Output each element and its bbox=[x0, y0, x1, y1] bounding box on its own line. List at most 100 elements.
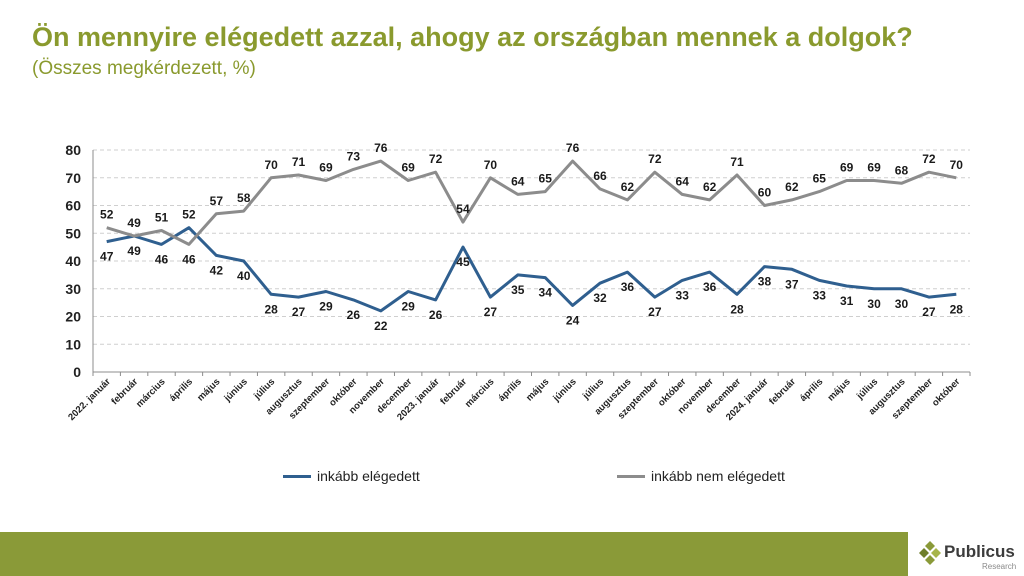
data-label-satisfied: 29 bbox=[401, 300, 415, 314]
data-label-satisfied: 26 bbox=[429, 308, 443, 322]
series-line-not-satisfied bbox=[106, 159, 957, 246]
data-label-not-satisfied: 62 bbox=[785, 180, 799, 194]
x-tick-label: 2022. január bbox=[66, 376, 113, 423]
logo-mark-icon bbox=[919, 541, 941, 565]
data-label-satisfied: 36 bbox=[621, 280, 635, 294]
x-tick-label: október bbox=[930, 376, 963, 409]
y-tick-label: 20 bbox=[65, 309, 81, 325]
data-label-satisfied: 30 bbox=[867, 297, 881, 311]
x-tick-label: március bbox=[134, 376, 168, 410]
data-label-not-satisfied: 69 bbox=[840, 161, 854, 175]
data-label-satisfied: 37 bbox=[785, 277, 799, 291]
x-tick-label: július bbox=[251, 376, 277, 402]
legend-label-not-satisfied: inkább nem elégedett bbox=[651, 468, 785, 484]
data-label-not-satisfied: 69 bbox=[867, 161, 881, 175]
legend-swatch-satisfied bbox=[283, 474, 311, 478]
data-label-not-satisfied: 62 bbox=[621, 180, 635, 194]
data-label-not-satisfied: 70 bbox=[950, 158, 964, 172]
data-label-satisfied: 32 bbox=[593, 291, 607, 305]
data-label-not-satisfied: 69 bbox=[319, 161, 333, 175]
data-label-satisfied: 29 bbox=[319, 300, 333, 314]
footer-bar bbox=[0, 532, 908, 576]
data-label-satisfied: 42 bbox=[210, 263, 224, 277]
data-label-satisfied: 36 bbox=[703, 280, 717, 294]
y-tick-label: 40 bbox=[65, 253, 81, 269]
data-label-not-satisfied: 65 bbox=[539, 172, 553, 186]
data-label-not-satisfied: 65 bbox=[813, 172, 827, 186]
data-label-satisfied: 27 bbox=[922, 305, 936, 319]
legend-label-satisfied: inkább elégedett bbox=[317, 468, 420, 484]
x-tick-label: május bbox=[195, 376, 222, 403]
chart-title: Ön mennyire elégedett azzal, ahogy az or… bbox=[32, 22, 913, 52]
data-label-satisfied: 28 bbox=[730, 302, 744, 316]
data-label-not-satisfied: 58 bbox=[237, 191, 251, 205]
publicus-logo: Publicus Research bbox=[918, 538, 1024, 574]
x-tick-label: június bbox=[550, 376, 578, 404]
data-label-not-satisfied: 76 bbox=[566, 141, 580, 155]
data-label-satisfied: 26 bbox=[347, 308, 361, 322]
legend-item-satisfied: inkább elégedett bbox=[283, 468, 420, 484]
x-tick-label: július bbox=[580, 376, 606, 402]
data-label-not-satisfied: 73 bbox=[347, 149, 361, 163]
logo-subtext: Research bbox=[982, 562, 1017, 571]
data-label-not-satisfied: 46 bbox=[182, 252, 196, 266]
y-tick-label: 60 bbox=[65, 198, 81, 214]
y-tick-label: 0 bbox=[73, 364, 81, 380]
data-label-not-satisfied: 60 bbox=[758, 186, 772, 200]
data-label-not-satisfied: 72 bbox=[648, 152, 662, 166]
data-label-satisfied: 40 bbox=[237, 269, 251, 283]
data-label-satisfied: 22 bbox=[374, 319, 388, 333]
x-tick-label: július bbox=[854, 376, 880, 402]
y-tick-label: 30 bbox=[65, 281, 81, 297]
chart-subtitle: (Összes megkérdezett, %) bbox=[32, 58, 256, 79]
data-label-not-satisfied: 69 bbox=[401, 161, 415, 175]
line-chart: 0 10 20 30 40 50 60 70 80 2022. január február márc… bbox=[65, 141, 971, 423]
data-label-satisfied: 38 bbox=[758, 275, 772, 289]
data-label-not-satisfied: 71 bbox=[730, 155, 744, 169]
data-label-not-satisfied: 57 bbox=[210, 194, 224, 208]
data-label-not-satisfied: 76 bbox=[374, 141, 388, 155]
x-tick-label: április bbox=[167, 376, 195, 404]
data-label-not-satisfied: 64 bbox=[511, 174, 525, 188]
data-label-not-satisfied: 68 bbox=[895, 163, 909, 177]
data-label-satisfied: 47 bbox=[100, 250, 114, 264]
data-label-not-satisfied: 51 bbox=[155, 210, 169, 224]
data-label-not-satisfied: 49 bbox=[127, 216, 141, 230]
data-label-satisfied: 33 bbox=[676, 288, 690, 302]
x-tick-label: május bbox=[524, 376, 551, 403]
data-label-not-satisfied: 70 bbox=[484, 158, 498, 172]
data-label-not-satisfied: 72 bbox=[429, 152, 443, 166]
x-tick-label: június bbox=[222, 376, 250, 404]
x-tick-label: április bbox=[496, 376, 524, 404]
data-label-not-satisfied: 52 bbox=[100, 208, 114, 222]
data-label-satisfied: 46 bbox=[155, 252, 169, 266]
y-tick-label: 80 bbox=[65, 142, 81, 158]
data-label-satisfied: 35 bbox=[511, 283, 525, 297]
data-label-satisfied: 28 bbox=[264, 302, 278, 316]
y-tick-label: 70 bbox=[65, 170, 81, 186]
data-label-satisfied: 27 bbox=[292, 305, 306, 319]
y-tick-label: 50 bbox=[65, 225, 81, 241]
data-label-not-satisfied: 72 bbox=[922, 152, 936, 166]
legend-item-not-satisfied: inkább nem elégedett bbox=[617, 468, 785, 484]
legend-swatch-not-satisfied bbox=[617, 474, 645, 478]
data-label-satisfied: 34 bbox=[539, 286, 553, 300]
data-label-not-satisfied: 64 bbox=[676, 174, 690, 188]
data-label-satisfied: 52 bbox=[182, 208, 196, 222]
data-label-satisfied: 45 bbox=[456, 255, 470, 269]
x-tick-label: április bbox=[798, 376, 826, 404]
logo-name: Publicus bbox=[944, 542, 1015, 561]
data-label-not-satisfied: 62 bbox=[703, 180, 717, 194]
data-label-not-satisfied: 66 bbox=[593, 169, 607, 183]
data-label-satisfied: 30 bbox=[895, 297, 909, 311]
data-label-satisfied: 31 bbox=[840, 294, 854, 308]
data-label-not-satisfied: 70 bbox=[264, 158, 278, 172]
x-tick-label: február bbox=[767, 376, 798, 407]
y-tick-label: 10 bbox=[65, 336, 81, 352]
data-label-satisfied: 24 bbox=[566, 313, 580, 327]
data-label-satisfied: 27 bbox=[484, 305, 498, 319]
data-label-satisfied: 49 bbox=[127, 244, 141, 258]
x-tick-label: március bbox=[463, 376, 497, 410]
x-tick-label: május bbox=[826, 376, 853, 403]
data-label-satisfied: 27 bbox=[648, 305, 662, 319]
